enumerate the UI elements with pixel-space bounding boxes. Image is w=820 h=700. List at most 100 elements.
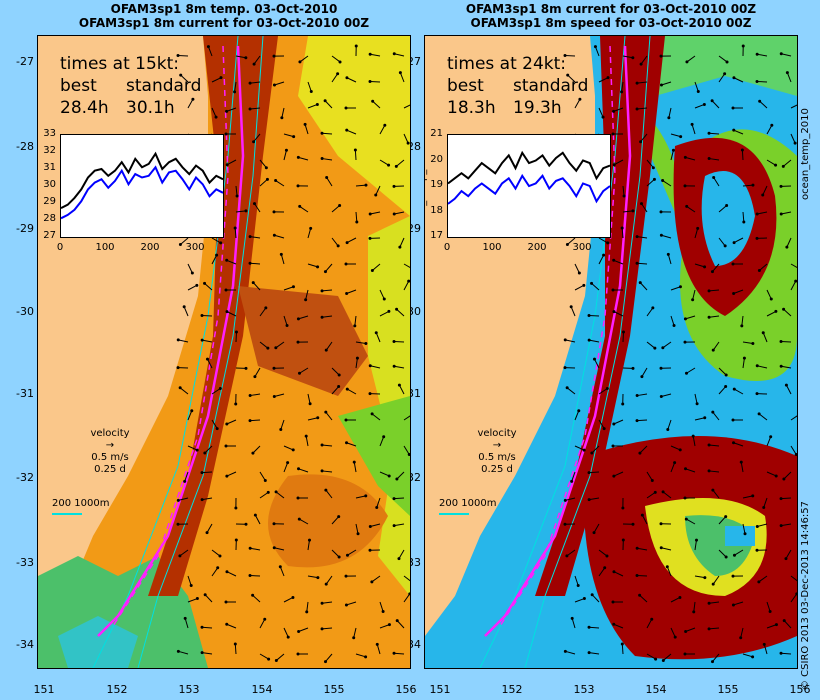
temperature-field [38, 36, 410, 668]
current-arrow-head [667, 116, 671, 120]
current-arrow [786, 72, 792, 83]
longitude-tick-label: 155 [717, 683, 739, 696]
current-arrow [298, 627, 309, 632]
current-arrow [326, 177, 333, 187]
current-arrow-head [324, 488, 328, 492]
current-arrow [757, 365, 768, 369]
current-arrow [613, 623, 624, 629]
current-arrow-head [678, 595, 682, 599]
current-arrow-head [703, 576, 707, 580]
current-arrow-head [214, 115, 218, 119]
current-arrow [718, 55, 728, 63]
current-arrow-head [779, 651, 783, 655]
current-arrow-head [296, 317, 300, 321]
inset-x-tick-label: 100 [95, 242, 115, 253]
current-arrow [354, 315, 357, 326]
current-arrow [566, 387, 576, 395]
current-arrow [379, 471, 390, 477]
current-arrow-head [563, 366, 567, 370]
current-arrow [298, 468, 309, 473]
current-arrow [742, 523, 746, 534]
left-velocity-label: velocity [90, 428, 130, 439]
current-arrow [325, 263, 333, 272]
current-arrow [204, 445, 213, 454]
current-arrow [370, 365, 381, 369]
current-arrow-head [345, 241, 349, 245]
current-arrow [670, 286, 681, 291]
current-arrow-head [563, 53, 567, 57]
inset-x-tick-label: 0 [443, 242, 451, 253]
current-arrow [321, 627, 333, 630]
current-arrow [733, 442, 744, 447]
current-arrow [355, 358, 358, 369]
current-arrow-head [370, 268, 374, 272]
current-arrow-head [398, 71, 402, 75]
current-arrow [346, 442, 357, 447]
current-arrow-head [252, 140, 256, 144]
current-arrow-head [397, 557, 401, 561]
current-arrow [646, 159, 654, 169]
current-arrow-head [683, 496, 687, 500]
current-arrow-head [286, 635, 290, 639]
left-inset-plot [60, 151, 224, 220]
current-arrow-head [248, 394, 252, 398]
current-arrow-head [635, 81, 639, 85]
current-arrow-head [387, 474, 391, 478]
current-arrow-head [267, 657, 271, 661]
current-arrow [708, 132, 720, 135]
current-arrow [253, 133, 261, 143]
current-arrow [283, 133, 294, 138]
current-arrow [670, 150, 674, 161]
current-arrow-head [392, 52, 396, 56]
current-arrow-head [666, 427, 670, 431]
current-arrow-head [324, 582, 328, 586]
current-arrow-head [751, 183, 755, 187]
longitude-tick-label: 156 [395, 683, 417, 696]
current-arrow-head [601, 115, 605, 119]
current-arrow-head [592, 531, 596, 535]
current-arrow [685, 156, 696, 161]
current-arrow-head [274, 658, 278, 662]
current-arrow-head [274, 346, 278, 350]
current-arrow-head [751, 655, 755, 659]
current-arrow [355, 184, 367, 187]
current-arrow-head [176, 498, 180, 502]
current-arrow-head [248, 546, 252, 550]
current-arrow-head [253, 513, 257, 517]
current-arrow [733, 237, 744, 244]
current-arrow-head [684, 629, 688, 633]
current-arrow [393, 652, 405, 655]
current-arrow-head [743, 532, 747, 536]
current-arrow-head [225, 570, 229, 574]
current-arrow [570, 306, 576, 317]
current-arrow-head [707, 469, 711, 473]
current-arrow [187, 284, 198, 291]
current-arrow [207, 358, 213, 369]
current-arrow [398, 549, 405, 559]
current-arrow [734, 549, 744, 556]
current-arrow-head [731, 574, 735, 578]
current-arrow-head [678, 448, 682, 452]
current-arrow-head [320, 443, 324, 447]
current-arrow-head [216, 566, 220, 570]
right-velocity-time: 0.25 d [481, 464, 513, 475]
current-arrow-head [612, 474, 616, 478]
longitude-tick-label: 152 [501, 683, 523, 696]
current-arrow-head [725, 60, 729, 64]
current-arrow [763, 644, 768, 655]
current-arrow-head [762, 642, 766, 646]
current-arrow [709, 470, 720, 473]
current-arrow [637, 393, 648, 397]
current-arrow-head [640, 513, 644, 517]
current-arrow-head [659, 522, 663, 526]
current-arrow [283, 150, 287, 161]
current-arrow-head [761, 331, 765, 335]
current-arrow-head [659, 210, 663, 214]
current-arrow-head [742, 220, 746, 224]
current-arrow [394, 365, 405, 369]
current-arrow [780, 652, 792, 655]
current-arrow-head [774, 623, 778, 627]
warm-patch-yellow [298, 36, 410, 216]
current-arrow-head [336, 72, 340, 76]
current-arrow [571, 618, 576, 629]
